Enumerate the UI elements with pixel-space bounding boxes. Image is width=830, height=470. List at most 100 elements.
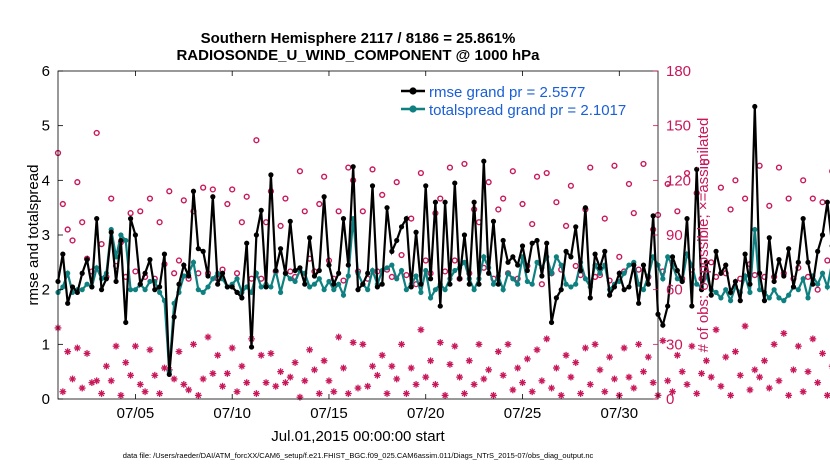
rmse-point (602, 248, 608, 254)
assimilated-point (475, 340, 483, 348)
rmse-point (500, 237, 506, 244)
rmse-point (519, 243, 526, 249)
totalspread-point (490, 281, 497, 287)
totalspread-point (427, 295, 434, 301)
rmse-point (157, 284, 163, 290)
possible-point (393, 179, 400, 186)
totalspread-point (418, 289, 424, 295)
totalspread-point (529, 281, 535, 287)
assimilated-point (228, 344, 236, 352)
rmse-point (684, 216, 690, 222)
totalspread-point (505, 270, 511, 276)
possible-point (108, 195, 115, 202)
y-tick-label-right: 0 (666, 391, 674, 408)
possible-point (59, 200, 66, 208)
possible-point (732, 177, 739, 184)
rmse-point (166, 371, 172, 377)
plot-area (58, 71, 658, 399)
assimilated-point (432, 381, 439, 388)
assimilated-point (712, 326, 720, 334)
rmse-point (277, 246, 284, 252)
rmse-point (205, 273, 211, 279)
possible-point (451, 257, 458, 264)
x-tick-label: 07/15 (310, 405, 348, 422)
rmse-point (427, 276, 434, 282)
possible-point (171, 270, 178, 277)
totalspread-point (413, 273, 419, 279)
assimilated-point (693, 390, 701, 397)
possible-point (243, 193, 250, 200)
rmse-point (607, 292, 613, 298)
rmse-point (224, 284, 230, 290)
assimilated-point (180, 381, 188, 388)
assimilated-point (190, 340, 197, 348)
totalspread-point (660, 276, 666, 282)
assimilated-point (504, 340, 512, 348)
assimilated-point (252, 390, 260, 397)
assimilated-point (794, 342, 802, 350)
totalspread-point (626, 262, 632, 268)
totalspread-point (442, 287, 448, 293)
rmse-point (766, 235, 772, 241)
assimilated-point (151, 371, 159, 379)
assimilated-point (780, 330, 788, 337)
possible-point (417, 169, 425, 177)
rmse-point (757, 270, 763, 276)
rmse-point (384, 205, 390, 211)
assimilated-point (461, 390, 468, 397)
assimilated-point (141, 388, 149, 396)
totalspread-point (147, 278, 153, 285)
assimilated-point (538, 377, 546, 385)
possible-point (664, 180, 671, 188)
assimilated-point (591, 340, 599, 348)
rmse-point (311, 273, 318, 279)
possible-point (321, 173, 328, 180)
rmse-point (331, 281, 337, 287)
rmse-point (219, 270, 226, 276)
totalspread-point (727, 298, 734, 304)
possible-point (683, 169, 691, 177)
possible-point (282, 195, 289, 202)
possible-point (398, 251, 405, 259)
assimilated-point (717, 382, 725, 390)
assimilated-point (349, 339, 357, 346)
assimilated-point (393, 375, 401, 383)
possible-point (703, 159, 710, 166)
rmse-point (466, 281, 472, 287)
legend-rmse-label: rmse grand pr = 2.5577 (429, 84, 585, 101)
rmse-point (176, 281, 182, 287)
possible-point (422, 257, 429, 264)
series-rmse (55, 103, 830, 377)
assimilated-point (59, 388, 67, 396)
assimilated-point (214, 351, 222, 359)
assimilated-point (402, 390, 410, 397)
assimilated-point (785, 391, 793, 399)
assimilated-point (272, 382, 280, 390)
rmse-point (432, 199, 439, 205)
rmse-point (708, 292, 714, 298)
assimilated-point (378, 351, 386, 359)
assimilated-point (635, 340, 643, 348)
legend-spread-marker (409, 105, 417, 113)
assimilated-point (765, 384, 773, 392)
assimilated-point (194, 391, 202, 399)
possible-point (611, 162, 618, 169)
rmse-point (761, 298, 768, 304)
possible-point (529, 220, 536, 228)
rmse-point (660, 322, 666, 328)
rmse-point (742, 251, 748, 257)
assimilated-point (741, 322, 749, 330)
assimilated-point (156, 390, 164, 397)
possible-point (775, 164, 783, 171)
possible-point (809, 195, 816, 202)
series-assimilated (54, 322, 830, 401)
assimilated-point (412, 381, 420, 388)
totalspread-point (326, 278, 332, 285)
possible-point (209, 186, 216, 193)
assimilated-point (398, 340, 405, 348)
totalspread-point (432, 287, 439, 293)
assimilated-point (219, 382, 226, 390)
totalspread-point (481, 254, 487, 260)
rmse-point (108, 229, 114, 235)
rmse-point (669, 254, 676, 260)
